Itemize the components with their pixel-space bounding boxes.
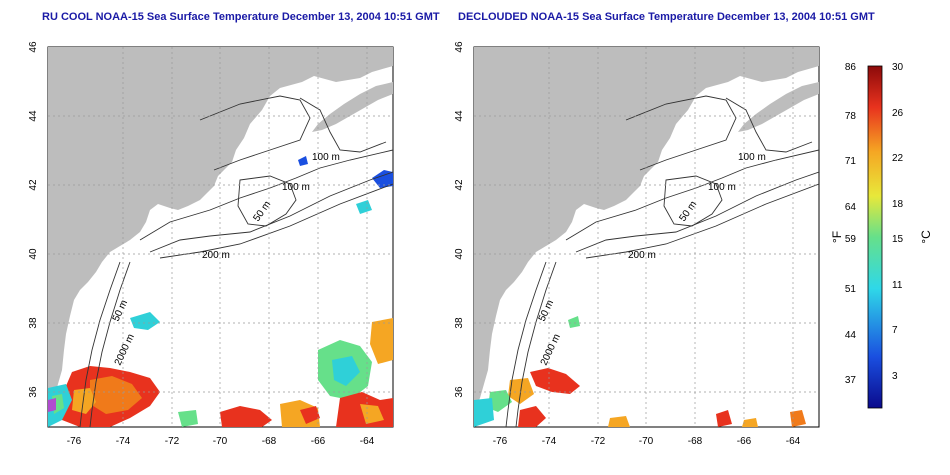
colorbar-f-tick: 44 bbox=[845, 330, 857, 341]
colorbar-f-tick: 71 bbox=[845, 156, 857, 167]
left-x-tick: -68 bbox=[262, 436, 277, 447]
right-grid bbox=[474, 47, 819, 427]
left-map-title: RU COOL NOAA-15 Sea Surface Temperature … bbox=[42, 11, 440, 23]
right-y-tick: 40 bbox=[454, 248, 465, 260]
right-y-tick: 46 bbox=[454, 41, 465, 53]
colorbar: 86 78 71 64 59 51 44 37 30 26 22 18 15 1… bbox=[830, 62, 933, 409]
colorbar-c-tick: 11 bbox=[892, 280, 903, 291]
colorbar-c-tick: 26 bbox=[892, 108, 904, 119]
right-contour-label-2: 100 m bbox=[708, 182, 736, 193]
right-map-panel: 100 m 100 m 50 m 200 m 50 m 2000 m -76 -… bbox=[454, 41, 820, 447]
left-land bbox=[48, 47, 393, 410]
colorbar-c-tick: 15 bbox=[892, 234, 904, 245]
right-y-tick: 42 bbox=[454, 179, 465, 191]
right-x-tick: -68 bbox=[688, 436, 703, 447]
left-nova-scotia bbox=[312, 82, 393, 132]
colorbar-c-tick: 3 bbox=[892, 371, 898, 382]
right-sst-data bbox=[474, 316, 806, 427]
right-y-tick: 44 bbox=[454, 110, 465, 122]
right-x-tick: -66 bbox=[737, 436, 752, 447]
left-y-tick: 46 bbox=[28, 41, 39, 53]
left-y-tick: 36 bbox=[28, 386, 39, 398]
colorbar-f-tick: 78 bbox=[845, 111, 857, 122]
colorbar-c-tick: 7 bbox=[892, 325, 898, 336]
colorbar-f-tick: 37 bbox=[845, 375, 857, 386]
left-x-tick: -74 bbox=[116, 436, 131, 447]
right-y-tick: 38 bbox=[454, 317, 465, 329]
left-x-tick: -76 bbox=[67, 436, 82, 447]
right-x-tick: -72 bbox=[591, 436, 606, 447]
colorbar-celsius-unit: °C bbox=[919, 230, 933, 244]
left-contour-label-1: 100 m bbox=[312, 152, 340, 163]
right-x-tick: -74 bbox=[542, 436, 557, 447]
left-x-tick: -66 bbox=[311, 436, 326, 447]
colorbar-f-tick: 59 bbox=[845, 234, 857, 245]
left-y-tick: 44 bbox=[28, 110, 39, 122]
colorbar-f-tick: 51 bbox=[845, 284, 857, 295]
colorbar-fahrenheit-unit: °F bbox=[830, 231, 844, 243]
right-land bbox=[474, 47, 819, 410]
right-nova-scotia bbox=[738, 82, 819, 132]
colorbar-c-tick: 30 bbox=[892, 62, 904, 73]
left-sst-data bbox=[48, 156, 393, 427]
right-contour-label-4: 200 m bbox=[628, 250, 656, 261]
right-bathymetry-contours bbox=[505, 95, 819, 427]
left-grid bbox=[48, 47, 393, 427]
colorbar-f-tick: 86 bbox=[845, 62, 857, 73]
left-x-tick: -72 bbox=[165, 436, 180, 447]
colorbar-f-tick: 64 bbox=[845, 202, 857, 213]
right-x-tick: -76 bbox=[493, 436, 508, 447]
left-bathymetry-contours bbox=[79, 95, 393, 427]
left-map-panel: 100 m 100 m 50 m 200 m 50 m 2000 m -76 -… bbox=[28, 41, 394, 447]
right-x-tick: -64 bbox=[786, 436, 801, 447]
colorbar-gradient bbox=[867, 65, 883, 409]
left-x-tick: -70 bbox=[213, 436, 228, 447]
right-x-tick: -70 bbox=[639, 436, 654, 447]
colorbar-c-tick: 18 bbox=[892, 199, 904, 210]
left-contour-label-4: 200 m bbox=[202, 250, 230, 261]
left-x-tick: -64 bbox=[360, 436, 375, 447]
left-y-tick: 42 bbox=[28, 179, 39, 191]
left-y-tick: 40 bbox=[28, 248, 39, 260]
right-y-tick: 36 bbox=[454, 386, 465, 398]
right-contour-label-1: 100 m bbox=[738, 152, 766, 163]
left-contour-label-2: 100 m bbox=[282, 182, 310, 193]
right-map-title: DECLOUDED NOAA-15 Sea Surface Temperatur… bbox=[458, 11, 875, 23]
left-y-tick: 38 bbox=[28, 317, 39, 329]
colorbar-c-tick: 22 bbox=[892, 153, 904, 164]
